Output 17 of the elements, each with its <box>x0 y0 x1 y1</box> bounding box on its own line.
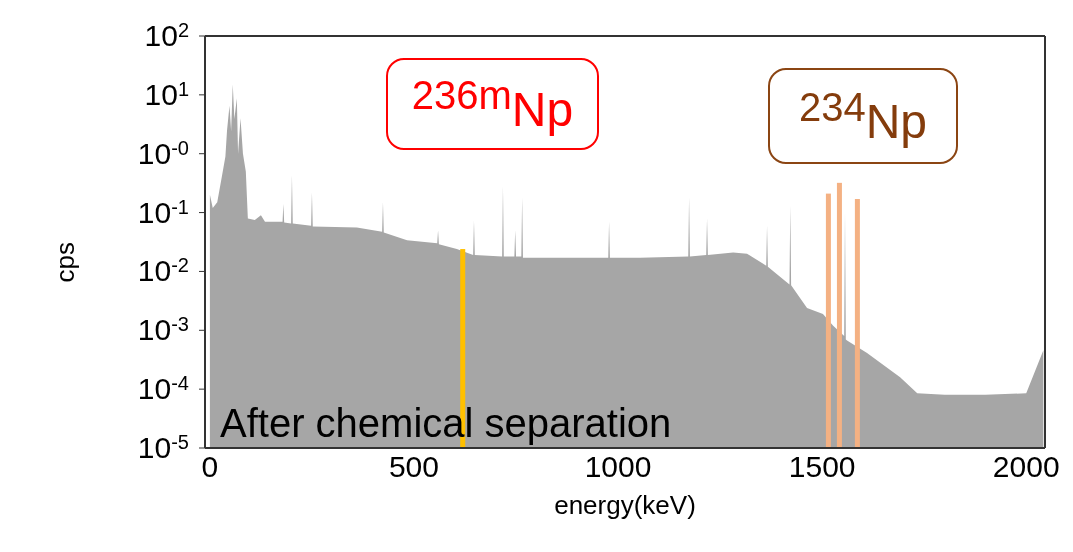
y-tick-label: 10$^{1}$ <box>144 77 189 111</box>
x-tick-label: 1500 <box>788 450 856 484</box>
y-axis-title: cps <box>50 242 81 283</box>
y-tick-label: 10$^{-4}$ <box>137 372 189 406</box>
x-tick-label: 1000 <box>584 450 652 484</box>
x-tick-label: 2000 <box>992 450 1060 484</box>
y-tick-label: 10$^{2}$ <box>144 19 189 52</box>
annotation: $^{234}$Np <box>798 84 928 148</box>
y-tick-label: 10$^{-5}$ <box>137 431 189 464</box>
x-tick-label: 0 <box>201 450 219 484</box>
y-tick-label: 10$^{-1}$ <box>137 195 189 229</box>
x-tick-label: 500 <box>388 450 440 484</box>
annotation: $^{236m}$Np <box>411 72 574 136</box>
x-axis-title: energy(keV) <box>554 490 696 520</box>
y-tick-label: 10$^{-3}$ <box>137 313 189 347</box>
y-tick-label: 10$^{-0}$ <box>137 136 189 170</box>
y-tick-label: 10$^{-2}$ <box>137 254 189 288</box>
